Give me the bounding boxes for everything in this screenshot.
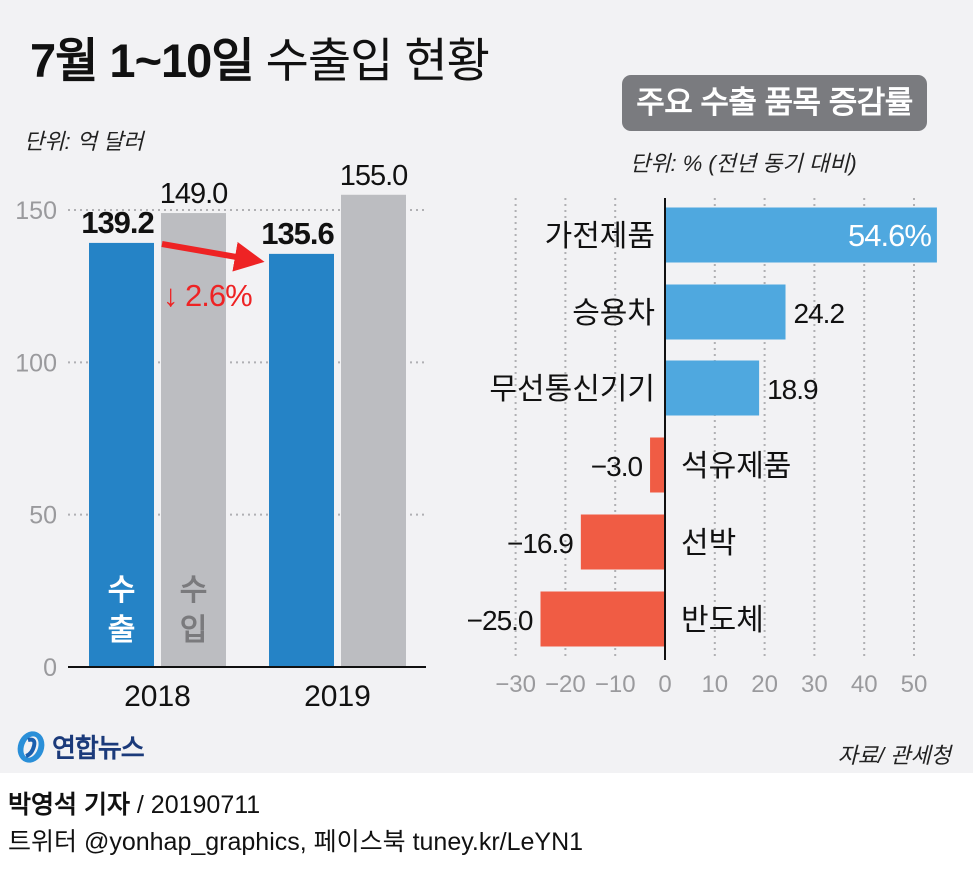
positive-bar [665, 284, 786, 340]
bar-value-label: 139.2 [81, 205, 154, 240]
series-label: 수 [180, 574, 208, 607]
category-label: 선박 [681, 527, 736, 560]
bar-value-label: −16.9 [507, 528, 573, 559]
bar-value-label: 155.0 [340, 160, 408, 192]
x-tick-label: −10 [595, 671, 636, 698]
export-bar [269, 253, 334, 667]
y-tick-label: 0 [43, 654, 57, 682]
publisher-name: 연합뉴스 [52, 733, 145, 763]
x-tick-label: 40 [851, 671, 878, 698]
negative-bar [580, 514, 665, 570]
bar-value-label: −3.0 [591, 451, 643, 482]
x-tick-label: 0 [658, 671, 671, 698]
bar-value-label: 149.0 [160, 178, 228, 210]
right-unit-label: 단위: % (전년 동기 대비) [630, 151, 857, 176]
down-arrow-icon: ↓ [163, 278, 179, 313]
series-label: 수 [108, 574, 136, 607]
category-label: 승용차 [572, 297, 655, 330]
x-tick-label: −20 [545, 671, 586, 698]
export-bar [89, 242, 154, 668]
y-tick-label: 50 [29, 502, 57, 530]
positive-bar [665, 360, 760, 416]
positive-bar [665, 207, 937, 263]
title-subject: 수출입 현황 [265, 34, 490, 87]
negative-bar [540, 591, 665, 647]
x-tick-label: −30 [495, 671, 536, 698]
y-tick-label: 100 [15, 349, 57, 377]
category-label: 무선통신기기 [489, 373, 655, 406]
x-tick-label: 10 [701, 671, 728, 698]
x-tick-label: 50 [901, 671, 928, 698]
data-source: 자료/ 관세청 [837, 743, 951, 768]
x-tick-label: 20 [751, 671, 778, 698]
social-links: 트위터 @yonhap_graphics, 페이스북 tuney.kr/LeYN… [8, 828, 584, 856]
publisher-logo: 연합뉴스 [14, 728, 145, 765]
y-tick-label: 150 [15, 197, 57, 225]
x-tick-label: 30 [801, 671, 828, 698]
bar-value-label: 24.2 [794, 298, 845, 329]
change-arrow [161, 241, 265, 272]
right-bar-chart: −30 −20 −10 0 10 20 30 40 50 가전제품 54.6% 승용차 24.2 무선통신… [467, 198, 937, 698]
left-unit-label: 단위: 억 달러 [24, 129, 144, 154]
title-date: 7월 1~10일 [30, 34, 255, 87]
bar-value-label: −25.0 [467, 605, 533, 636]
page-title: 7월 1~10일 수출입 현황 [30, 22, 490, 91]
byline-separator: / [129, 791, 151, 819]
bar-value-label: 18.9 [767, 374, 818, 405]
right-chart-title-badge: 주요 수출 품목 증감률 [622, 75, 927, 131]
import-bar [341, 194, 406, 667]
publish-date: 20190711 [150, 791, 261, 819]
series-label: 출 [108, 614, 136, 647]
bar-value-label: 54.6% [848, 218, 931, 253]
import-bar [161, 213, 226, 667]
change-percent-label: 2.6% [185, 278, 252, 313]
reporter-name: 박영석 기자 [8, 791, 130, 819]
bar-value-label: 135.6 [261, 216, 334, 251]
category-label: 가전제품 [545, 220, 655, 253]
x-category-label: 2018 [124, 680, 191, 713]
negative-bar [650, 437, 665, 493]
series-label: 입 [180, 614, 208, 647]
category-label: 반도체 [681, 604, 764, 637]
category-label: 석유제품 [681, 450, 791, 483]
yonhap-logo-icon [17, 730, 45, 763]
x-category-label: 2019 [304, 680, 371, 713]
byline: 박영석 기자 / 20190711 [8, 785, 260, 821]
